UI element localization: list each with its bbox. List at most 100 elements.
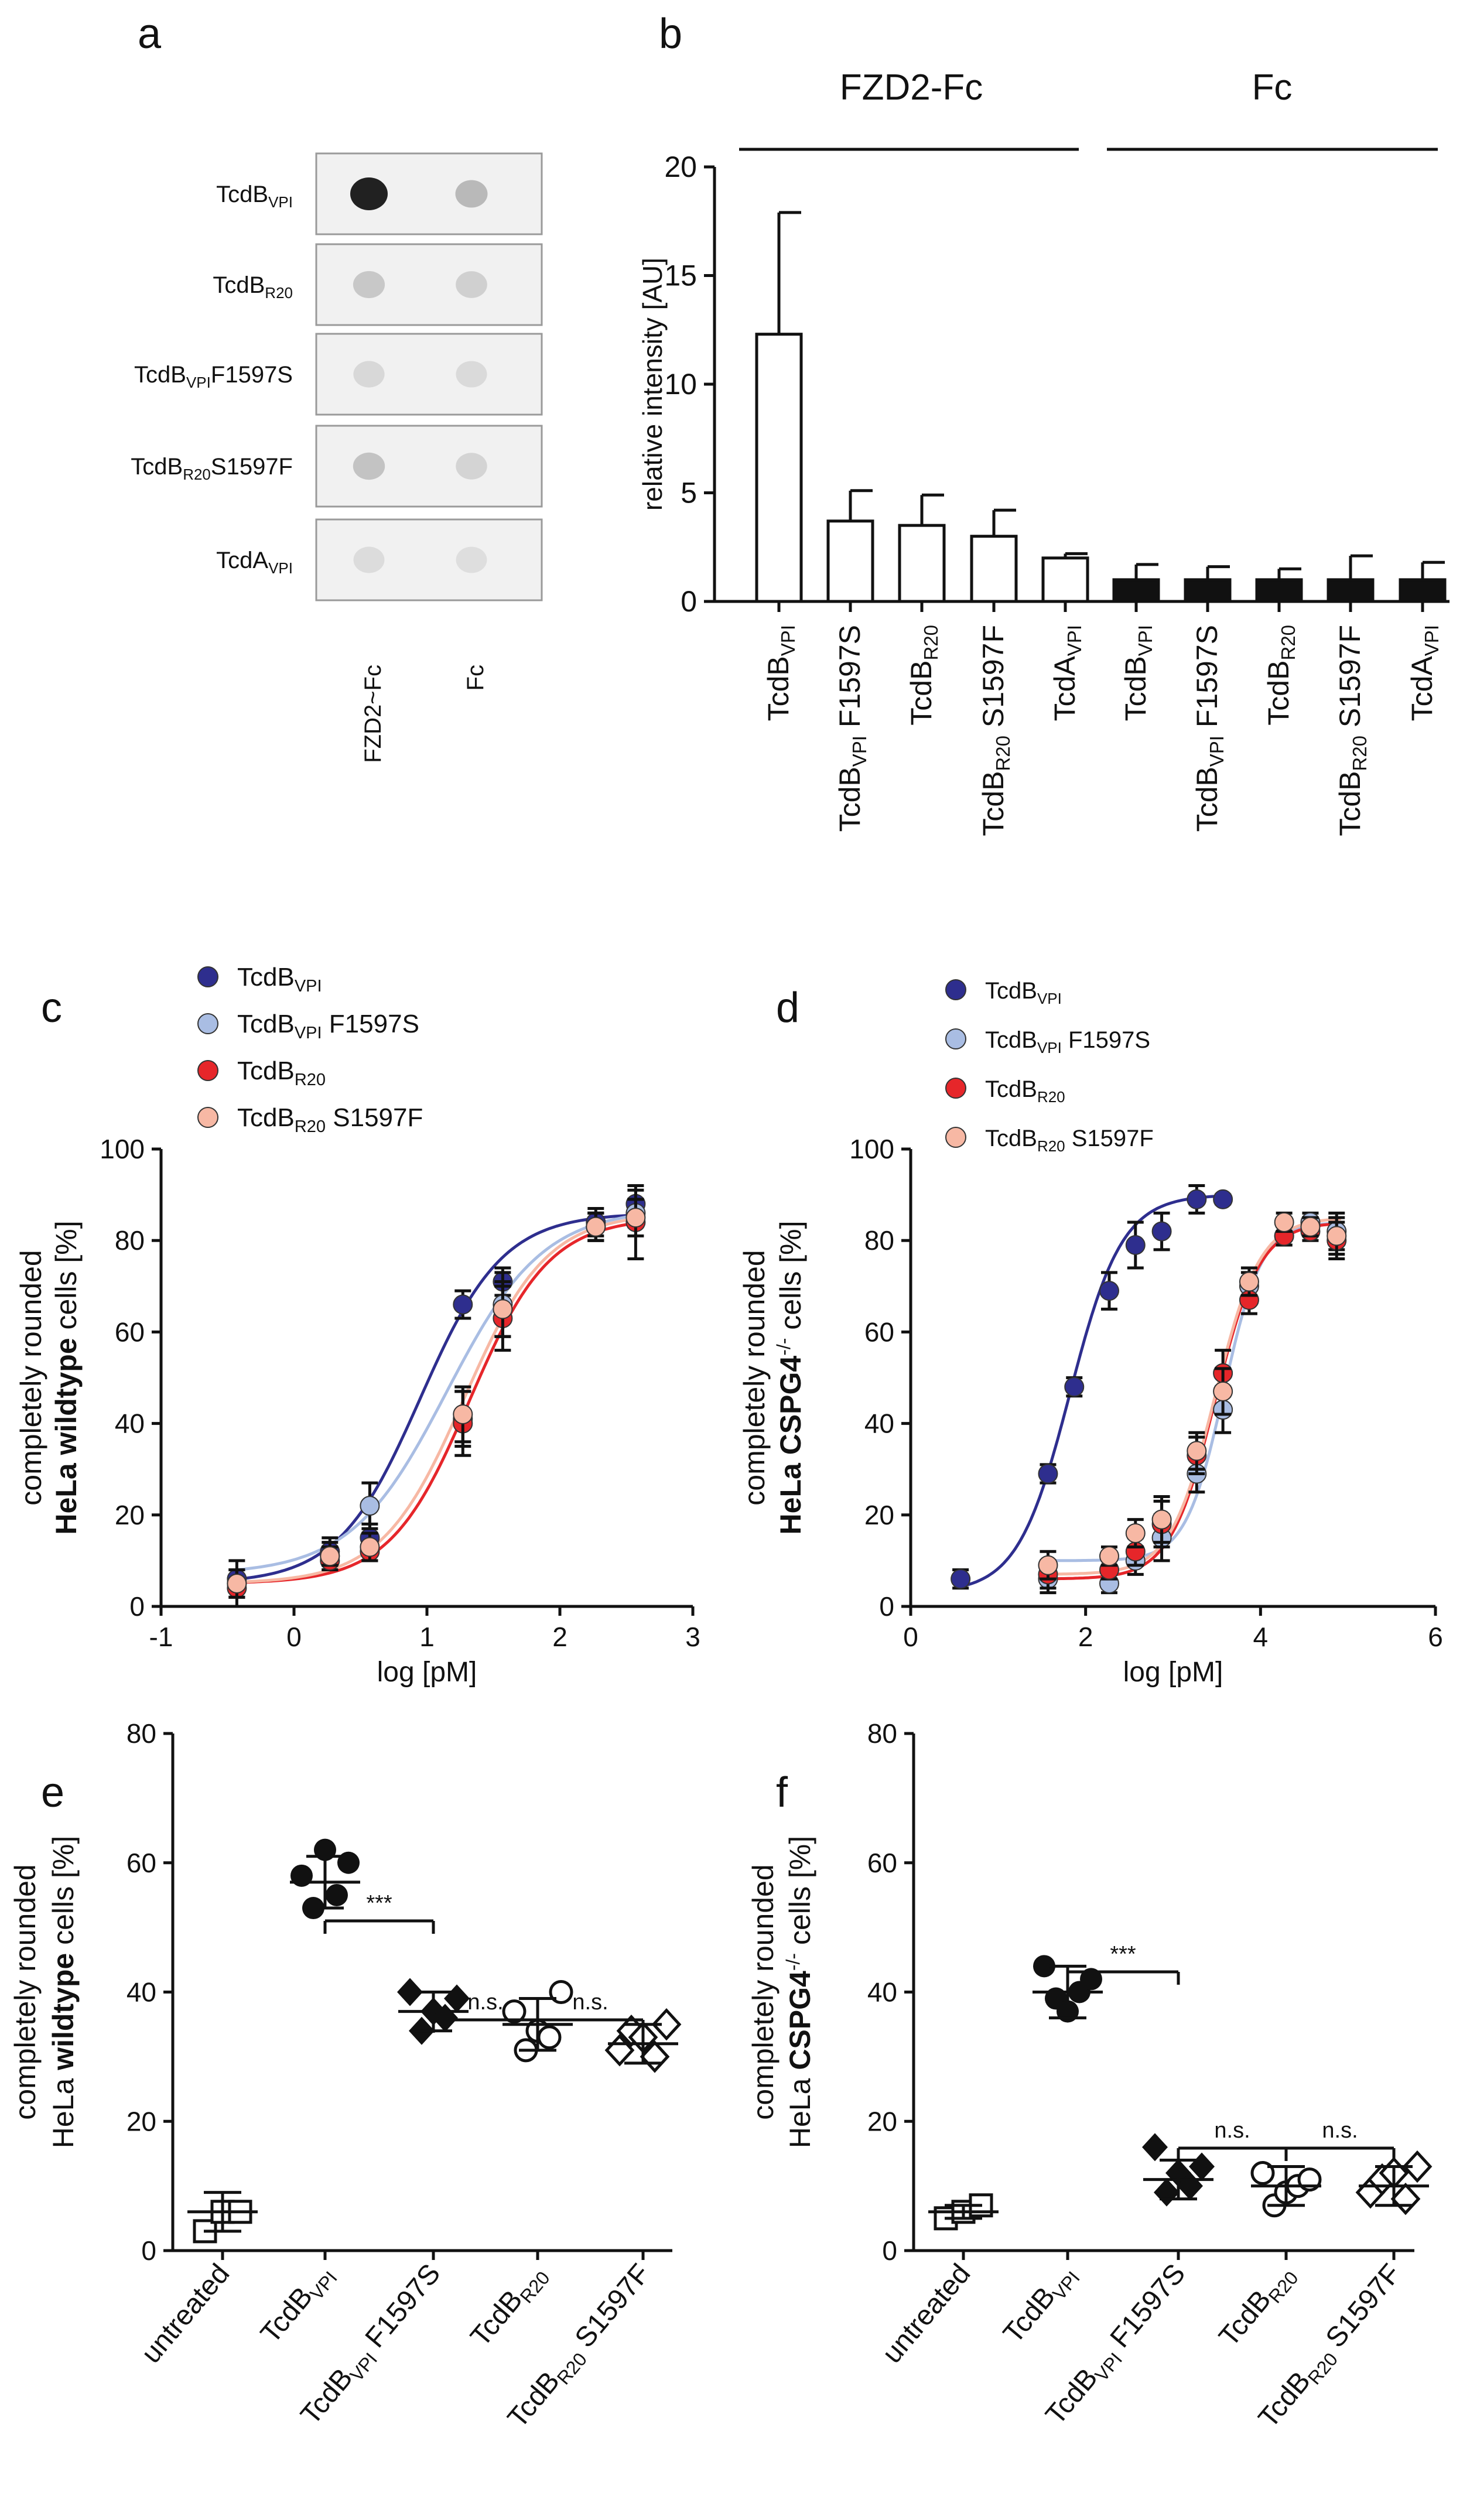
blot-row-label-tcdb-vpi-f1597s: TcdBVPIF1597S: [134, 362, 293, 391]
blot-dot-tcdb-r20-fc: [456, 271, 487, 298]
panel-c-legend-label-0-sub: VPI: [295, 977, 322, 996]
panel-d-legend-label-3-sub: R20: [1037, 1137, 1065, 1155]
panel-b-x-tick-label-base: TcdB: [762, 656, 795, 721]
panel-e-x-tick-label: TcdBVPI: [255, 2258, 341, 2352]
panel-c-y-tick-label: 0: [129, 1591, 145, 1622]
panel-d-y-tick-label: 60: [864, 1317, 894, 1347]
panel-d-data-point-s3-6: [1239, 1271, 1259, 1292]
panel-d-legend-label-1-base: TcdB: [985, 1027, 1037, 1053]
blot-row-label-tcdb-r20: TcdBR20: [213, 272, 293, 302]
panel-f-point-1-0: [1033, 1955, 1055, 1978]
blot-row-label-tcdb-r20-sub: R20: [265, 284, 293, 302]
panel-c-legend-label-2: TcdBR20: [237, 1056, 326, 1089]
blot-dot-tcdb-vpi-f1597s-fc: [456, 361, 487, 388]
panel-d-legend-label-3-base: TcdB: [985, 1126, 1037, 1151]
panel-c-legend-label-1-base: TcdB: [237, 1010, 295, 1038]
panel-c-data-point-s3-4: [493, 1299, 513, 1319]
panel-d-data-point-s3-7: [1274, 1212, 1294, 1232]
panel-e-sig-label-2: n.s.: [572, 1990, 608, 2015]
blot-row-label-tcda-vpi-sub: VPI: [268, 559, 293, 577]
panel-b-x-tick-label-sub: R20: [1349, 736, 1370, 771]
panel-b-x-tick-label-sub: R20: [992, 736, 1014, 771]
bar-fc-1: [1184, 578, 1232, 603]
blot-dot-tcda-vpi-fzd2fc: [353, 546, 385, 573]
panel-d-legend-label-0: TcdBVPI: [985, 978, 1062, 1007]
blot-dot-tcdb-vpi-fzd2fc: [350, 177, 388, 210]
panel-e-y-tick-label: 60: [127, 1848, 156, 1878]
panel-b-x-tick-label: TcdBR20 S1597F: [1334, 625, 1370, 836]
blot-dot-tcda-vpi-fc: [456, 546, 487, 573]
panel-d-legend-marker-2: [945, 1078, 966, 1099]
panel-c-legend-label-0-base: TcdB: [237, 963, 295, 991]
panel-f-y-axis-label-sup: -/-: [782, 1953, 804, 1971]
panel-b-x-tick-label-sub: VPI: [1421, 625, 1442, 656]
panel-d-y-axis-label-bold: HeLa CSPG4: [774, 1356, 807, 1535]
panel-f-y-axis-label-rest: cells [%]: [784, 1836, 816, 1953]
panel-c-fit-curve-1: [230, 1213, 643, 1572]
panel-d-fit-curve-0: [956, 1194, 1228, 1589]
panel-c-data-point-s3-5: [586, 1216, 606, 1237]
blot-dot-tcdb-vpi-fc: [455, 180, 488, 208]
bar-fc-2: [1255, 578, 1303, 603]
blot-row-label-tcdb-vpi-f1597s-base: TcdB: [134, 362, 186, 388]
panel-b-x-tick-label-sub: VPI: [849, 736, 870, 767]
blot-strip-tcda-vpi: [315, 518, 543, 601]
panel-f-y-tick-label: 0: [882, 2235, 897, 2266]
panel-d-legend-label-2-base: TcdB: [985, 1076, 1037, 1102]
panel-e-point-3-3: [537, 2025, 562, 2050]
panel-e-y-axis-label-bold: wildtype: [47, 1953, 80, 2071]
panel-e-sig-label-1: n.s.: [467, 1990, 503, 2015]
panel-f-y-tick-label: 80: [867, 1718, 897, 1749]
panel-a-dot-blot: aTcdBVPITcdBR20TcdBVPIF1597STcdBR20S1597…: [131, 11, 543, 763]
panel-b-x-tick-label-base: TcdB: [1334, 771, 1366, 836]
panel-b-y-tick-label: 20: [664, 151, 697, 183]
panel-b-x-tick-label: TcdBR20 S1597F: [977, 625, 1014, 836]
panel-d-data-point-s0-6: [1187, 1189, 1207, 1209]
panel-c-data-point-s3-3: [453, 1404, 473, 1424]
panel-f-y-axis-label-line1: completely rounded: [747, 1864, 780, 2119]
panel-c-y-tick-label: 80: [115, 1225, 145, 1256]
panel-c-data-point-s3-6: [625, 1208, 646, 1228]
panel-f-letter: f: [776, 1769, 788, 1816]
panel-c-y-tick-label: 20: [115, 1500, 145, 1530]
panel-f-x-tick-label: TcdBVPI: [997, 2258, 1084, 2352]
panel-d-data-point-s3-1: [1099, 1546, 1119, 1567]
panel-d-data-point-s0-0: [951, 1569, 971, 1589]
panel-c-y-tick-label: 60: [115, 1317, 145, 1347]
panel-d-y-tick-label: 0: [879, 1591, 894, 1622]
bar-fc-3: [1327, 578, 1375, 603]
panel-f-y-tick-label: 20: [867, 2106, 897, 2136]
panel-d-data-point-s3-8: [1300, 1216, 1321, 1237]
blot-row-label-tcdb-vpi-base: TcdB: [216, 182, 268, 207]
panel-e-point-2-0: [397, 1978, 423, 2006]
panel-d-legend-marker-0: [945, 979, 966, 1000]
panel-d-data-point-s3-5: [1213, 1381, 1233, 1401]
panel-d-data-point-s3-2: [1125, 1523, 1146, 1544]
panel-c-letter: c: [41, 984, 62, 1031]
blot-dot-tcdb-r20-fzd2fc: [353, 271, 385, 299]
panel-d-fit-curve-3: [1044, 1217, 1341, 1576]
panel-c-x-axis-label: log [pM]: [377, 1657, 477, 1688]
blot-row-label-tcdb-vpi-sub: VPI: [268, 193, 293, 211]
panel-b-x-tick-label: TcdAVPI: [1048, 625, 1085, 721]
panel-f-y-tick-label: 60: [867, 1848, 897, 1878]
panel-d-y-tick-label: 20: [864, 1500, 894, 1530]
panel-d-data-point-s0-2: [1064, 1377, 1085, 1397]
panel-d-data-point-s0-5: [1151, 1221, 1172, 1242]
panel-c-data-point-s0-3: [453, 1294, 473, 1315]
panel-b-x-tick-label-sub: R20: [1277, 625, 1299, 661]
panel-f-y-tick-label: 40: [867, 1977, 897, 2008]
blot-row-label-tcdb-r20-s1597f: TcdBR20S1597F: [131, 454, 293, 483]
panel-b-y-tick-label: 15: [664, 259, 697, 292]
panel-d-legend-label-2: TcdBR20: [985, 1076, 1065, 1106]
panel-c-legend-label-1: TcdBVPI F1597S: [237, 1010, 419, 1042]
panel-e-y-axis-label-rest: cells [%]: [47, 1836, 80, 1953]
panel-d-y-tick-label: 80: [864, 1225, 894, 1256]
panel-f-x-tick-label: untreated: [876, 2258, 976, 2369]
panel-c-legend-marker-1: [197, 1013, 218, 1034]
panel-f-y-axis-label-bold: CSPG4: [784, 1971, 816, 2070]
panel-e-x-tick-label: untreated: [135, 2258, 235, 2369]
panel-c-fit-curve-2: [230, 1220, 642, 1584]
panel-b-x-tick-label-suffix: F1597S: [1191, 625, 1223, 736]
blot-strip-tcdb-vpi-f1597s: [315, 333, 543, 416]
